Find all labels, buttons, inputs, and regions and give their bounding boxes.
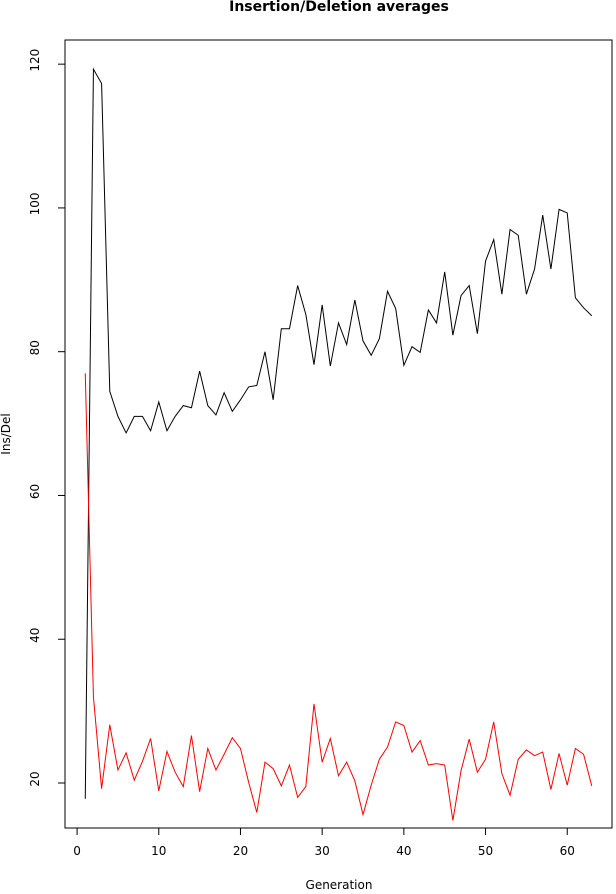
x-tick-label: 50 xyxy=(478,844,493,858)
plot-frame xyxy=(64,39,613,829)
series-line xyxy=(84,67,593,799)
y-tick-label: 20 xyxy=(28,771,42,786)
x-tick-label: 40 xyxy=(396,844,411,858)
x-tick-label: 60 xyxy=(560,844,575,858)
y-axis-label: Ins/Del xyxy=(0,413,13,454)
y-tick-label: 80 xyxy=(28,340,42,355)
chart-title: Insertion/Deletion averages xyxy=(229,0,449,15)
y-tick-label: 120 xyxy=(28,49,42,72)
y-tick-label: 40 xyxy=(28,628,42,643)
x-axis-label: Generation xyxy=(306,878,373,892)
x-tick-label: 0 xyxy=(73,844,81,858)
x-tick-label: 10 xyxy=(151,844,166,858)
series-line xyxy=(84,373,593,821)
y-tick-label: 60 xyxy=(28,484,42,499)
x-tick-label: 30 xyxy=(315,844,330,858)
y-tick-label: 100 xyxy=(28,192,42,215)
x-tick-label: 20 xyxy=(233,844,248,858)
